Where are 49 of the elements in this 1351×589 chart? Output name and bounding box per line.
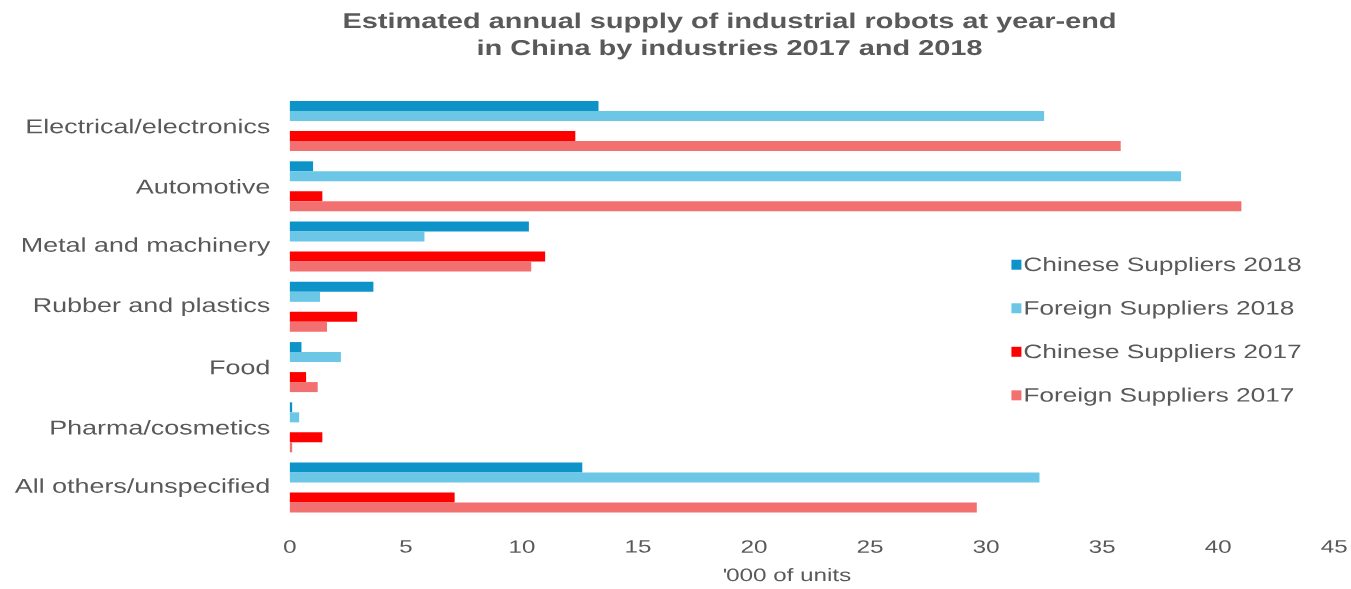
bar: [289, 352, 341, 363]
x-tick-label: 0: [284, 540, 296, 554]
y-tick-label: Metal and machinery: [23, 237, 271, 257]
bar: [289, 372, 307, 383]
bar: [289, 111, 1045, 122]
x-tick-label: 45: [1321, 540, 1347, 553]
bar: [289, 101, 599, 112]
chart-title: Estimated annual supply of industrial robots at year-end in China by industries 2017 and 2018: [344, 12, 1115, 60]
bar: [289, 492, 455, 503]
y-tick-label: Rubber and plastics: [34, 297, 270, 317]
legend-label: Foreign Suppliers 2017: [1025, 387, 1294, 406]
bar: [289, 291, 321, 302]
bar: [289, 261, 532, 272]
y-tick-label: Pharma/cosmetics: [51, 420, 270, 435]
bar: [289, 382, 318, 393]
legend-label: Foreign Suppliers 2018: [1025, 300, 1294, 319]
x-tick-label: 5: [400, 540, 412, 553]
bar: [289, 462, 583, 473]
bar: [289, 201, 1242, 212]
x-tick-label: 40: [1205, 540, 1231, 554]
x-tick-label: 10: [510, 540, 535, 554]
bar: [289, 231, 425, 242]
x-tick-label: 15: [626, 540, 651, 553]
bar: [289, 342, 302, 353]
bar: [289, 412, 300, 423]
bar: [289, 472, 1040, 483]
bar: [289, 171, 1182, 182]
bar: [289, 141, 1121, 152]
bar: [289, 251, 546, 262]
y-tick-label: All others/unspecified: [14, 478, 269, 498]
y-tick-label: Electrical/electronics: [27, 118, 270, 134]
x-tick-label: 25: [857, 540, 883, 554]
x-tick-label: 30: [973, 540, 999, 554]
bar: [289, 221, 529, 232]
x-tick-label: 35: [1089, 540, 1115, 554]
legend-label: Chinese Suppliers 2018: [1024, 257, 1301, 276]
y-tick-label: Automotive: [135, 179, 270, 194]
bar: [289, 281, 374, 292]
bar: [289, 432, 323, 443]
bar: [289, 502, 977, 513]
legend-label: Chinese Suppliers 2017: [1024, 344, 1301, 363]
x-axis-title: '000 of units: [723, 568, 851, 582]
bar: [289, 311, 358, 322]
x-tick-label: 20: [741, 540, 767, 554]
bar: [289, 321, 327, 332]
y-tick-label: Food: [211, 359, 269, 375]
bar: [289, 161, 314, 172]
bar: [289, 191, 323, 202]
bar: [289, 131, 576, 142]
